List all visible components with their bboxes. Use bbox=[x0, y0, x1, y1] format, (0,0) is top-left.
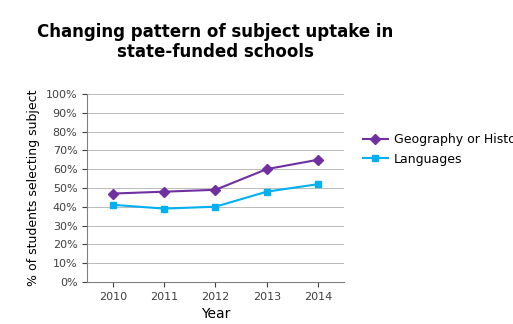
Line: Languages: Languages bbox=[109, 181, 322, 212]
Legend: Geography or History, Languages: Geography or History, Languages bbox=[358, 128, 513, 171]
Geography or History bbox=[212, 188, 219, 192]
Line: Geography or History: Geography or History bbox=[109, 156, 322, 197]
Languages bbox=[161, 207, 167, 211]
Geography or History bbox=[110, 191, 116, 195]
X-axis label: Year: Year bbox=[201, 307, 230, 321]
Languages bbox=[212, 205, 219, 209]
Y-axis label: % of students selecting subject: % of students selecting subject bbox=[27, 90, 41, 286]
Languages bbox=[264, 190, 270, 194]
Geography or History bbox=[161, 190, 167, 194]
Languages bbox=[315, 182, 321, 186]
Text: Changing pattern of subject uptake in
state-funded schools: Changing pattern of subject uptake in st… bbox=[37, 23, 393, 62]
Languages bbox=[110, 203, 116, 207]
Geography or History bbox=[315, 158, 321, 162]
Geography or History bbox=[264, 167, 270, 171]
